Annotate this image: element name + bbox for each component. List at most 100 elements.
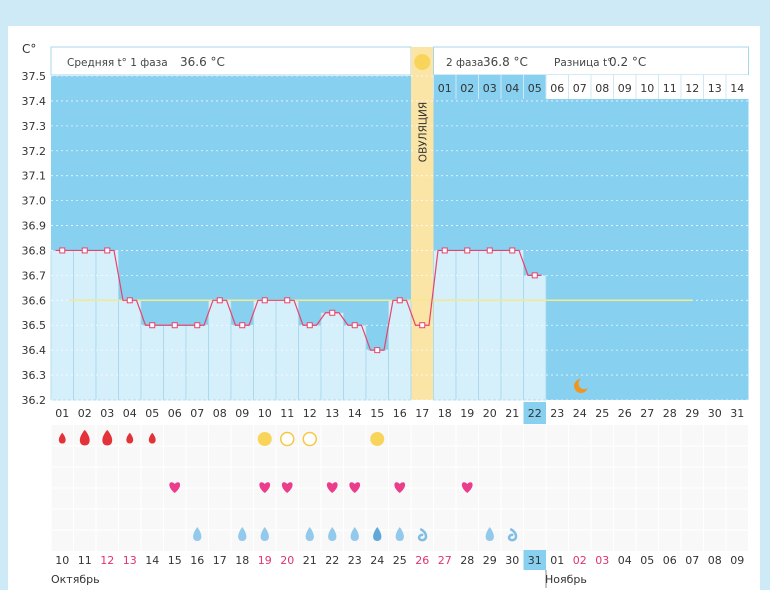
y-tick-label: 36.4 (22, 344, 47, 357)
y-tick-label: 37.2 (22, 145, 47, 158)
heart-icon (461, 482, 473, 493)
cycle-day-label: 17 (415, 407, 429, 420)
calendar-date-label: 25 (393, 554, 407, 567)
calendar-date-label: 29 (483, 554, 497, 567)
luteal-day-cell (501, 75, 524, 99)
discharge-drop-icon (193, 527, 202, 541)
calendar-date-label: 01 (550, 554, 564, 567)
period-drop-icon (102, 429, 113, 446)
temperature-point (306, 322, 313, 329)
discharge-curl-icon (417, 527, 428, 542)
temp-bar (230, 324, 254, 401)
ovulation-test-negative-icon (280, 431, 295, 447)
cycle-day-label: 20 (483, 407, 497, 420)
y-tick-label: 37.3 (22, 120, 47, 133)
y-tick-label: 36.6 (22, 294, 47, 307)
calendar-date-label: 10 (55, 554, 69, 567)
temperature-point (239, 322, 246, 329)
discharge-drop-icon (350, 527, 359, 541)
difference-label: Разница t° (554, 57, 612, 69)
ovulation-test-negative-icon (302, 431, 317, 447)
calendar-date-label: 21 (303, 554, 317, 567)
heart-icon (326, 482, 338, 493)
heart-icon (349, 482, 361, 493)
cycle-day-label: 22 (528, 407, 542, 420)
calendar-date-label: 31 (528, 554, 542, 567)
heart-icon (169, 482, 181, 493)
cycle-day-label: 12 (303, 407, 317, 420)
temp-bar (320, 312, 344, 401)
calendar-date-label: 14 (145, 554, 159, 567)
calendar-date-label: 04 (618, 554, 632, 567)
temperature-point (419, 322, 426, 329)
cycle-day-label: 14 (348, 407, 362, 420)
discharge-drop-icon (328, 527, 337, 541)
temperature-point (81, 247, 88, 254)
phase2-header (433, 46, 749, 76)
temp-bar (140, 324, 164, 401)
calendar-date-label: 05 (640, 554, 654, 567)
y-tick-label: 37.1 (22, 170, 47, 183)
heart-icon (394, 482, 406, 493)
discharge-drop-icon (305, 527, 314, 541)
y-tick-label: 37.0 (22, 195, 47, 208)
calendar-date-label: 24 (370, 554, 384, 567)
cycle-day-label: 06 (168, 407, 182, 420)
cycle-day-label: 03 (100, 407, 114, 420)
discharge-curl-icon (507, 527, 518, 542)
cycle-day-label: 04 (123, 407, 137, 420)
calendar-date-label: 20 (280, 554, 294, 567)
y-tick-label: 36.7 (22, 269, 47, 282)
calendar-date-label: 19 (258, 554, 272, 567)
temperature-point (284, 297, 291, 304)
calendar-date-label: 22 (325, 554, 339, 567)
ovulation-label: ОВУЛЯЦИЯ (417, 102, 429, 162)
cycle-day-label: 25 (595, 407, 609, 420)
cycle-day-label: 27 (640, 407, 654, 420)
luteal-day-cell (456, 75, 479, 99)
cycle-day-label: 26 (618, 407, 632, 420)
temperature-point (126, 297, 133, 304)
luteal-day-label: 13 (708, 82, 722, 95)
luteal-day-label: 06 (550, 82, 564, 95)
temp-bar (163, 324, 187, 401)
cycle-day-label: 15 (370, 407, 384, 420)
temperature-point (104, 247, 111, 254)
period-drop-icon (79, 429, 90, 446)
luteal-day-label: 07 (573, 82, 587, 95)
discharge-drop-icon (260, 527, 269, 541)
calendar-date-label: 13 (123, 554, 137, 567)
y-tick-label: 37.4 (22, 95, 47, 108)
calendar-date-label: 03 (595, 554, 609, 567)
temperature-point (464, 247, 471, 254)
luteal-day-cell (523, 75, 546, 99)
cycle-day-label: 28 (663, 407, 677, 420)
temperature-point (396, 297, 403, 304)
calendar-date-label: 12 (100, 554, 114, 567)
luteal-day-label: 03 (483, 82, 497, 95)
calendar-date-label: 17 (213, 554, 227, 567)
phase1-value: 36.6 °C (180, 55, 225, 69)
cycle-day-label: 01 (55, 407, 69, 420)
temperature-point (509, 247, 516, 254)
cycle-day-label: 16 (393, 407, 407, 420)
heart-icon (259, 482, 271, 493)
calendar-date-label: 07 (685, 554, 699, 567)
cycle-day-label: 18 (438, 407, 452, 420)
calendar-date-label: 27 (438, 554, 452, 567)
ovulation-test-positive-icon (370, 432, 385, 446)
y-tick-label: 36.5 (22, 319, 47, 332)
heart-icon (281, 482, 293, 493)
cycle-day-label: 19 (460, 407, 474, 420)
discharge-drop-icon (395, 527, 404, 541)
month-label: Октябрь (51, 573, 100, 586)
luteal-day-label: 02 (460, 82, 474, 95)
temperature-point (59, 247, 66, 254)
luteal-day-label: 10 (640, 82, 654, 95)
phase1-label: Средняя t° 1 фаза (67, 57, 168, 69)
luteal-day-label: 12 (685, 82, 699, 95)
luteal-day-label: 01 (438, 82, 452, 95)
temperature-point (261, 297, 268, 304)
phase1-header (50, 46, 412, 76)
period-drop-icon (58, 432, 66, 444)
